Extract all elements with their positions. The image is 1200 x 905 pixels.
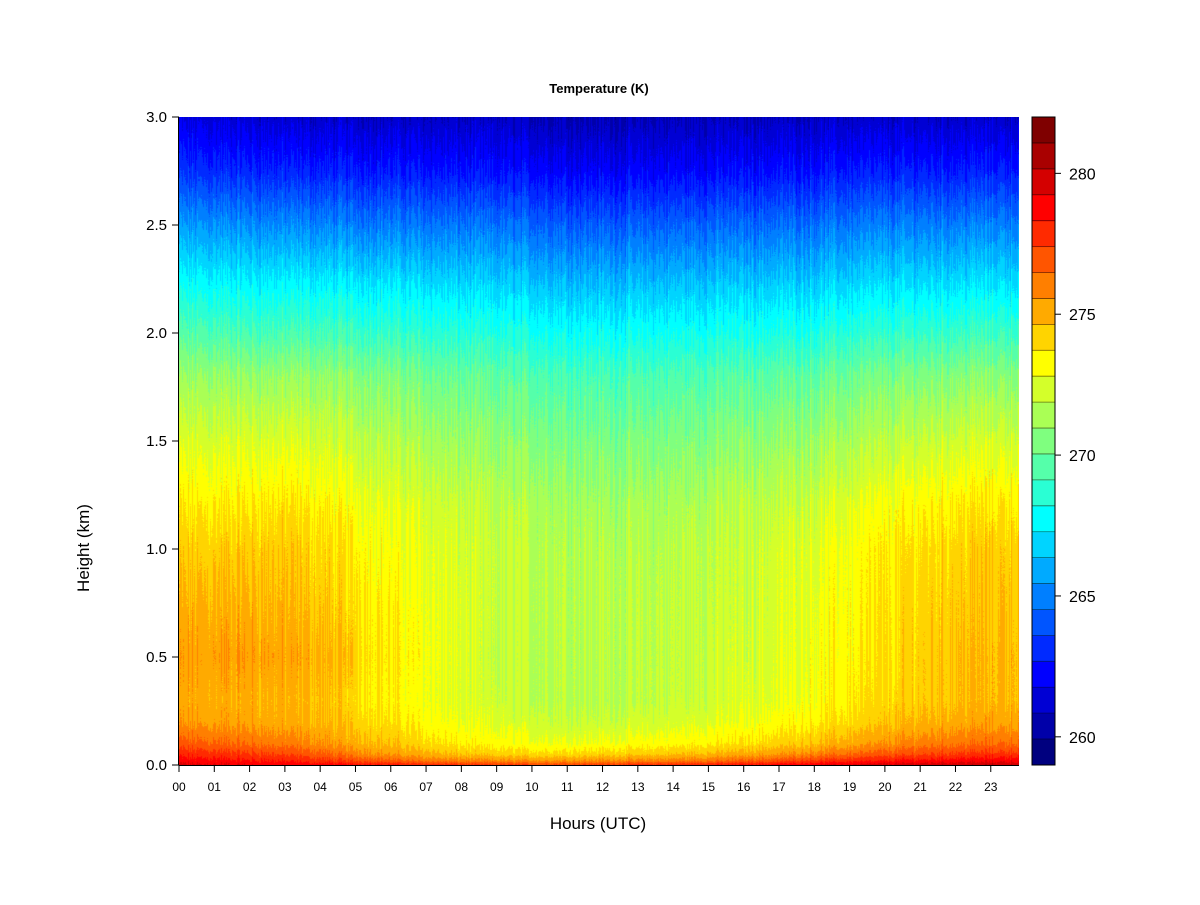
heatmap-layer — [179, 117, 1019, 765]
colorbar-level — [1032, 246, 1055, 274]
colorbar-level — [1032, 376, 1055, 403]
colorbar-level — [1032, 609, 1055, 636]
y-tick-label: 2.5 — [146, 217, 167, 234]
chart-title: Temperature (K) — [549, 81, 648, 96]
x-tick-label: 21 — [913, 780, 927, 794]
colorbar-tick-label: 280 — [1069, 166, 1096, 183]
colorbar-level — [1032, 117, 1055, 144]
colorbar-level — [1032, 428, 1055, 455]
colorbar-level — [1032, 324, 1055, 351]
x-tick-label: 05 — [349, 780, 363, 794]
colorbar-level — [1032, 402, 1055, 429]
colorbar-level — [1032, 531, 1055, 559]
x-tick-label: 20 — [878, 780, 892, 794]
y-tick-label: 3.0 — [146, 109, 167, 126]
x-tick-label: 04 — [313, 780, 327, 794]
x-tick-label: 03 — [278, 780, 292, 794]
heatmap-image — [179, 117, 1019, 765]
colorbar-tick-label: 260 — [1069, 730, 1096, 747]
x-tick-label: 07 — [419, 780, 433, 794]
x-tick-label: 06 — [384, 780, 398, 794]
x-tick-label: 13 — [631, 780, 645, 794]
x-tick-label: 00 — [172, 780, 186, 794]
colorbar-level — [1032, 220, 1055, 248]
colorbar-level — [1032, 713, 1055, 740]
colorbar-level — [1032, 168, 1055, 196]
x-axis: 00 01 02 03 04 05 06 07 08 09 10 11 12 13 14 15 16 17 18 19… — [172, 765, 1019, 794]
x-tick-label: 11 — [561, 780, 574, 794]
colorbar-level — [1032, 661, 1055, 688]
colorbar-level — [1032, 298, 1055, 325]
x-tick-label: 02 — [243, 780, 257, 794]
y-tick-label: 0.5 — [146, 649, 167, 666]
y-axis: 0.0 0.5 1.0 1.5 2.0 2.5 3.0 — [146, 109, 179, 774]
x-tick-label: 09 — [490, 780, 504, 794]
x-tick-label: 08 — [455, 780, 469, 794]
colorbar-tick-label: 275 — [1069, 307, 1096, 324]
colorbar-frame — [1031, 116, 1056, 766]
y-tick-label: 0.0 — [146, 757, 167, 774]
x-tick-label: 23 — [984, 780, 998, 794]
x-tick-label: 16 — [737, 780, 751, 794]
colorbar-level — [1032, 194, 1055, 222]
y-axis-label: Height (km) — [74, 504, 93, 592]
x-tick-label: 19 — [843, 780, 857, 794]
x-tick-label: 15 — [702, 780, 716, 794]
colorbar-level — [1032, 687, 1055, 714]
y-tick-label: 1.5 — [146, 433, 167, 450]
colorbar-level — [1032, 350, 1055, 377]
x-tick-label: 14 — [666, 780, 680, 794]
colorbar-level — [1032, 272, 1055, 299]
x-tick-label: 10 — [525, 780, 539, 794]
x-axis-label: Hours (UTC) — [550, 814, 646, 833]
colorbar-tick-label: 270 — [1069, 448, 1096, 465]
colorbar-level — [1032, 557, 1055, 585]
x-tick-label: 01 — [208, 780, 222, 794]
colorbar-level — [1032, 505, 1055, 533]
colorbar: 260 265 270 275 280 — [1031, 116, 1096, 766]
colorbar-level — [1032, 453, 1055, 481]
x-tick-label: 12 — [596, 780, 610, 794]
x-tick-label: 18 — [808, 780, 822, 794]
x-tick-label: 22 — [949, 780, 963, 794]
colorbar-level — [1032, 635, 1055, 662]
colorbar-tick-label: 265 — [1069, 589, 1096, 606]
y-tick-label: 2.0 — [146, 325, 167, 342]
x-tick-label: 17 — [772, 780, 786, 794]
colorbar-level — [1032, 142, 1055, 170]
y-tick-label: 1.0 — [146, 541, 167, 558]
colorbar-level — [1032, 583, 1055, 610]
colorbar-level — [1032, 479, 1055, 507]
colorbar-level — [1032, 739, 1055, 766]
